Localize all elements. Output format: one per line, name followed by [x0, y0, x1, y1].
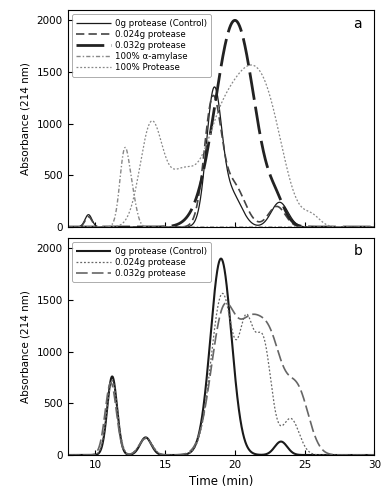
100% Protease	[183, 164, 188, 170]
0.024g protease	[65, 224, 70, 230]
100% Protease	[65, 224, 70, 230]
0.032g protease	[233, 18, 237, 24]
0.024g protease	[211, 92, 216, 98]
0g protease (Control)	[372, 452, 377, 458]
0.024g protease	[333, 452, 338, 458]
0.024g protease	[196, 194, 201, 200]
0.024g protease	[100, 224, 105, 230]
100% Protease	[372, 224, 377, 230]
Line: 0.024g protease: 0.024g protease	[68, 294, 374, 455]
100% α-amylase	[311, 224, 315, 230]
0g protease (Control)	[183, 224, 188, 230]
0.032g protease	[366, 224, 371, 230]
100% α-amylase	[333, 224, 338, 230]
Line: 0.032g protease: 0.032g protease	[68, 20, 374, 227]
Text: a: a	[354, 16, 362, 30]
0.024g protease	[372, 224, 377, 230]
0g protease (Control)	[119, 224, 123, 230]
100% Protease	[196, 158, 201, 164]
0.032g protease	[183, 450, 188, 456]
0.024g protease	[333, 224, 338, 230]
0.032g protease	[366, 452, 371, 458]
0.024g protease	[372, 452, 377, 458]
0g protease (Control)	[218, 256, 223, 262]
0g protease (Control)	[212, 84, 217, 90]
0.024g protease	[100, 438, 105, 444]
100% α-amylase	[372, 224, 377, 230]
Line: 0.024g protease: 0.024g protease	[68, 96, 374, 227]
Y-axis label: Absorbance (214 nm): Absorbance (214 nm)	[21, 62, 31, 175]
0.024g protease	[183, 224, 188, 230]
0.032g protease	[333, 224, 338, 230]
Text: b: b	[353, 244, 362, 258]
0g protease (Control)	[183, 452, 188, 458]
100% α-amylase	[196, 224, 201, 230]
0.032g protease	[100, 224, 105, 230]
100% α-amylase	[119, 169, 123, 175]
0g protease (Control)	[366, 224, 371, 230]
X-axis label: Time (min): Time (min)	[189, 476, 253, 488]
100% Protease	[119, 222, 123, 228]
0.032g protease	[196, 433, 201, 439]
100% Protease	[333, 224, 338, 230]
0g protease (Control)	[372, 224, 377, 230]
0.032g protease	[196, 188, 201, 194]
0g protease (Control)	[333, 452, 338, 458]
0.024g protease	[220, 290, 225, 296]
0.032g protease	[65, 452, 70, 458]
100% Protease	[366, 224, 371, 230]
0g protease (Control)	[65, 452, 70, 458]
0g protease (Control)	[333, 224, 338, 230]
100% Protease	[100, 224, 105, 230]
100% α-amylase	[366, 224, 371, 230]
Line: 0g protease (Control): 0g protease (Control)	[68, 87, 374, 227]
0.024g protease	[196, 436, 201, 442]
0.032g protease	[372, 452, 377, 458]
Line: 0.032g protease: 0.032g protease	[68, 303, 374, 455]
0.032g protease	[100, 428, 105, 434]
0.032g protease	[119, 438, 123, 444]
100% α-amylase	[100, 224, 105, 230]
0.024g protease	[119, 224, 123, 230]
100% α-amylase	[65, 224, 70, 230]
Line: 100% α-amylase: 100% α-amylase	[68, 148, 374, 227]
Line: 0g protease (Control): 0g protease (Control)	[68, 258, 374, 455]
0g protease (Control)	[100, 224, 105, 230]
0.024g protease	[366, 452, 371, 458]
0g protease (Control)	[366, 452, 371, 458]
0.024g protease	[366, 224, 371, 230]
0.032g protease	[65, 224, 70, 230]
0.032g protease	[119, 224, 123, 230]
100% α-amylase	[183, 224, 188, 230]
0.032g protease	[372, 224, 377, 230]
0g protease (Control)	[119, 435, 123, 441]
0.032g protease	[333, 452, 338, 458]
0.024g protease	[119, 432, 123, 438]
0g protease (Control)	[100, 441, 105, 447]
Legend: 0g protease (Control), 0.024g protease, 0.032g protease: 0g protease (Control), 0.024g protease, …	[72, 242, 211, 282]
Line: 100% Protease: 100% Protease	[68, 65, 374, 227]
100% α-amylase	[123, 144, 128, 150]
0g protease (Control)	[196, 206, 201, 212]
Y-axis label: Absorbance (214 nm): Absorbance (214 nm)	[21, 290, 31, 403]
Legend: 0g protease (Control), 0.024g protease, 0.032g protease, 100% α-amylase, 100% Pr: 0g protease (Control), 0.024g protease, …	[72, 14, 211, 76]
0.032g protease	[224, 300, 229, 306]
0.024g protease	[183, 452, 188, 458]
0g protease (Control)	[196, 432, 201, 438]
0g protease (Control)	[65, 224, 70, 230]
100% Protease	[249, 62, 254, 68]
0.024g protease	[65, 452, 70, 458]
0.032g protease	[183, 216, 188, 222]
